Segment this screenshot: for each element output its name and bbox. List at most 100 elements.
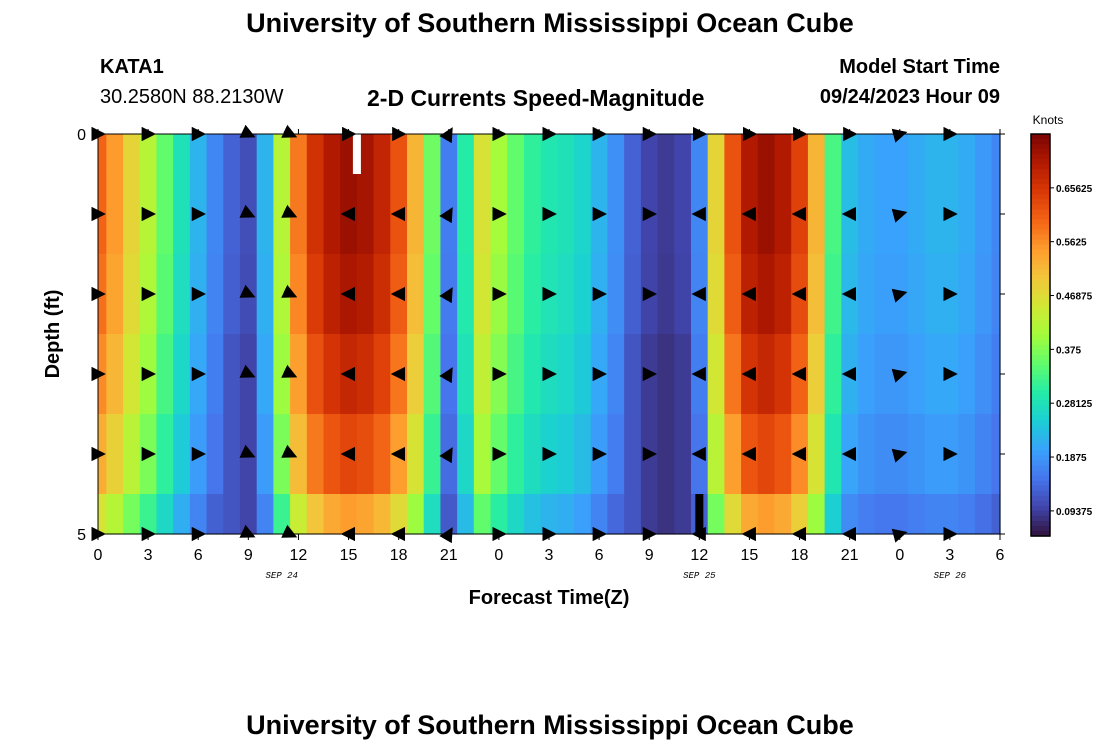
heatmap-cell — [657, 334, 675, 415]
heatmap-cell — [507, 174, 525, 255]
colorbar-segment — [1031, 149, 1050, 155]
heatmap-cell — [306, 254, 325, 335]
colorbar-segment — [1031, 289, 1050, 296]
colorbar-segment — [1031, 294, 1050, 301]
heatmap-cell — [557, 494, 575, 535]
current-arrow — [239, 444, 256, 458]
heatmap-cell — [741, 134, 759, 175]
heatmap-cell — [540, 134, 558, 175]
heatmap-cell — [674, 134, 692, 175]
heatmap-cell — [106, 334, 124, 415]
x-tick-label: 6 — [996, 547, 1005, 564]
heatmap-cell — [106, 494, 124, 535]
heatmap-cell — [173, 174, 191, 255]
heatmap-cell — [958, 414, 976, 495]
colorbar-segment — [1031, 530, 1050, 537]
heatmap-cell — [991, 174, 1001, 255]
colorbar-segment — [1031, 329, 1050, 336]
heatmap-cell — [924, 494, 943, 535]
heatmap-cell — [139, 494, 158, 535]
colorbar-segment — [1031, 139, 1050, 145]
heatmap-cell — [657, 174, 675, 255]
heatmap-cell — [123, 174, 141, 255]
heatmap-cell — [757, 414, 776, 495]
heatmap-cell — [173, 334, 191, 415]
heatmap-cell — [557, 254, 575, 335]
heatmap-cell — [557, 134, 575, 175]
colorbar-segment — [1031, 480, 1050, 487]
current-arrow — [891, 288, 908, 303]
colorbar-segment — [1031, 284, 1050, 291]
current-arrow — [239, 204, 256, 218]
heatmap-cell — [407, 414, 425, 495]
heatmap-cell — [607, 174, 625, 255]
heatmap-cell — [473, 414, 492, 495]
heatmap-cell — [557, 174, 575, 255]
colorbar-segment — [1031, 500, 1050, 507]
heatmap-cell — [106, 254, 124, 335]
colorbar-segment — [1031, 355, 1050, 361]
heatmap-cell — [206, 334, 224, 415]
heatmap-cell — [407, 494, 425, 535]
date-label: SEP 26 — [934, 571, 967, 581]
heatmap-cell — [724, 174, 742, 255]
x-tick-label: 0 — [494, 547, 503, 564]
heatmap-cell — [824, 134, 842, 175]
colorbar-segment — [1031, 134, 1050, 140]
colorbar-segment — [1031, 229, 1050, 236]
current-arrow — [239, 284, 256, 298]
current-arrow — [439, 447, 453, 464]
colorbar-segment — [1031, 264, 1050, 271]
heatmap-cell — [874, 174, 893, 255]
heatmap-cell — [457, 174, 475, 255]
heatmap-cell — [223, 254, 241, 335]
x-tick-label: 0 — [895, 547, 904, 564]
heatmap-cell — [189, 494, 208, 535]
heatmap-cell — [373, 414, 391, 495]
colorbar-segment — [1031, 194, 1050, 200]
x-tick-label: 3 — [545, 547, 554, 564]
colorbar-segment — [1031, 445, 1050, 452]
colorbar-segment — [1031, 184, 1050, 190]
heatmap-cell — [774, 414, 792, 495]
heatmap-cell — [340, 494, 358, 535]
heatmap-cell — [674, 414, 692, 495]
heatmap-cell — [390, 494, 408, 535]
heatmap-cell — [407, 174, 425, 255]
x-tick-label: 9 — [244, 547, 253, 564]
heatmap-cell — [156, 334, 174, 415]
colorbar-tick-label: 0.65625 — [1056, 184, 1093, 195]
heatmap-cell — [123, 334, 141, 415]
model-start-value: 09/24/2023 Hour 09 — [819, 86, 1000, 108]
colorbar-tick-label: 0.09375 — [1056, 507, 1093, 518]
heatmap-cell — [306, 494, 325, 535]
heatmap-cell — [841, 134, 859, 175]
heatmap-cell — [974, 414, 993, 495]
heatmap-cell — [206, 134, 224, 175]
heatmap-cell — [724, 334, 742, 415]
heatmap-cell — [607, 414, 625, 495]
colorbar-segment — [1031, 179, 1050, 185]
heatmap-cell — [724, 494, 742, 535]
heatmap-cell — [423, 334, 442, 415]
heatmap-cell — [223, 334, 241, 415]
heatmap-cell — [457, 254, 475, 335]
heatmap-cell — [290, 254, 308, 335]
heatmap-cell — [106, 174, 124, 255]
heatmap-cell — [123, 254, 141, 335]
heatmap-cell — [774, 494, 792, 535]
heatmap-cell — [824, 334, 842, 415]
colorbar-segment — [1031, 244, 1050, 251]
colorbar-segment — [1031, 154, 1050, 160]
colorbar-segment — [1031, 304, 1050, 311]
x-tick-label: 21 — [841, 547, 859, 564]
current-arrow — [281, 364, 298, 378]
colorbar-segment — [1031, 204, 1050, 210]
heatmap-cell — [473, 134, 492, 175]
heatmap-cell — [206, 494, 224, 535]
heatmap-cell — [457, 494, 475, 535]
colorbar-tick-label: 0.46875 — [1056, 292, 1093, 303]
heatmap-cell — [273, 494, 291, 535]
current-arrow — [281, 284, 298, 298]
heatmap-cell — [106, 134, 124, 175]
